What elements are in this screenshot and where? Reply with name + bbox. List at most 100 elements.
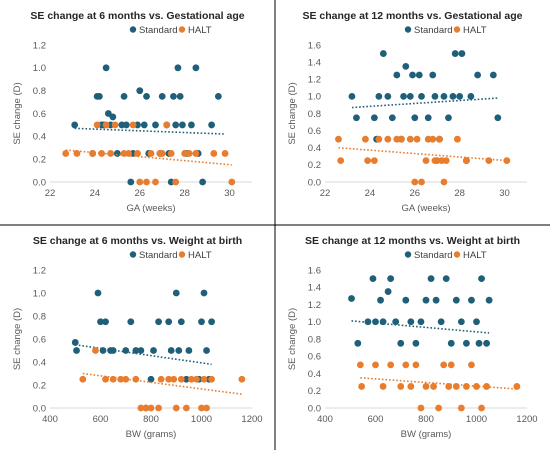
series-halt: [335, 135, 511, 186]
data-point: [129, 121, 137, 129]
data-point: [362, 135, 369, 143]
chart-title: SE change at 12 months vs. Weight at bir…: [305, 235, 520, 247]
legend-marker: [129, 26, 137, 33]
data-point: [417, 404, 425, 412]
x-tick-label: 28: [179, 188, 190, 199]
data-point: [94, 289, 102, 297]
data-point: [175, 347, 183, 354]
data-point: [208, 121, 216, 129]
data-point: [89, 150, 97, 157]
trend-line: [351, 320, 490, 334]
data-point: [454, 135, 461, 143]
y-tick-label: 0.2: [33, 380, 46, 391]
x-tick-label: 24: [365, 188, 376, 199]
x-tick-label: 22: [45, 188, 56, 199]
data-point: [452, 296, 460, 304]
data-point: [152, 178, 159, 186]
data-point: [157, 375, 165, 383]
data-point: [387, 275, 395, 283]
trend-line: [65, 149, 232, 166]
data-point: [137, 404, 145, 412]
data-point: [165, 375, 173, 383]
data-point: [337, 157, 345, 164]
data-point: [356, 361, 364, 369]
data-point: [409, 71, 416, 79]
data-point: [503, 157, 511, 164]
data-point: [143, 178, 150, 186]
data-point: [407, 318, 415, 326]
data-point: [440, 361, 448, 369]
y-tick-label: 0.4: [308, 369, 321, 380]
data-point: [393, 71, 401, 79]
data-point: [415, 71, 423, 79]
data-point: [430, 383, 437, 390]
y-tick-label: 0.6: [308, 352, 321, 363]
data-point: [468, 296, 475, 304]
data-point: [172, 178, 180, 186]
y-tick-label: 0.2: [308, 386, 321, 397]
data-point: [370, 114, 378, 122]
data-point: [152, 121, 159, 129]
data-point: [155, 318, 162, 326]
data-point: [182, 404, 190, 412]
data-point: [436, 135, 443, 143]
x-axis-label: GA (weeks): [126, 203, 175, 214]
data-point: [188, 121, 195, 129]
data-point: [214, 92, 222, 100]
data-point: [402, 361, 410, 369]
legend-label: HALT: [188, 25, 212, 36]
x-tick-label: 24: [90, 188, 101, 199]
data-point: [494, 114, 502, 122]
chart-title: SE change at 6 months vs. Gestational ag…: [30, 10, 244, 22]
series-halt: [356, 361, 521, 412]
data-point: [158, 92, 166, 100]
data-point: [364, 157, 372, 164]
legend-label: Standard: [139, 250, 178, 261]
legend-label: HALT: [463, 250, 487, 261]
y-tick-label: 1.4: [308, 57, 321, 68]
legend-marker: [404, 251, 412, 258]
chart-panel: SE change at 12 months vs. Weight at bir…: [287, 235, 538, 440]
y-tick-label: 1.6: [308, 265, 321, 276]
data-point: [176, 92, 184, 100]
data-point: [422, 157, 430, 164]
data-point: [102, 375, 109, 383]
data-point: [364, 318, 372, 326]
data-point: [198, 318, 205, 326]
x-tick-label: 800: [143, 414, 159, 425]
data-point: [199, 178, 207, 186]
data-point: [370, 157, 378, 164]
data-point: [407, 383, 415, 390]
series-halt: [79, 347, 246, 412]
data-point: [392, 318, 400, 326]
data-point: [417, 318, 425, 326]
y-tick-label: 0.8: [308, 334, 321, 345]
legend-marker: [453, 26, 461, 33]
data-point: [193, 375, 200, 383]
chart-title: SE change at 6 months vs. Weight at birt…: [33, 235, 242, 247]
data-point: [424, 114, 432, 122]
data-point: [412, 361, 420, 369]
data-point: [418, 92, 425, 100]
data-point: [457, 318, 465, 326]
data-point: [406, 135, 414, 143]
data-point: [73, 347, 80, 354]
data-point: [431, 92, 439, 100]
x-tick-label: 1000: [466, 414, 487, 425]
data-point: [142, 404, 150, 412]
data-point: [192, 150, 200, 157]
legend-marker: [404, 26, 412, 33]
data-point: [238, 375, 246, 383]
data-point: [377, 296, 384, 304]
chart-panels: SE change at 6 months vs. Gestational ag…: [12, 10, 538, 440]
data-point: [440, 178, 448, 186]
y-tick-label: 0.6: [33, 334, 46, 345]
data-point: [172, 121, 180, 129]
data-point: [179, 121, 186, 129]
data-point: [402, 296, 410, 304]
data-point: [137, 347, 145, 354]
data-point: [203, 404, 210, 412]
data-point: [158, 150, 166, 157]
data-point: [210, 150, 218, 157]
